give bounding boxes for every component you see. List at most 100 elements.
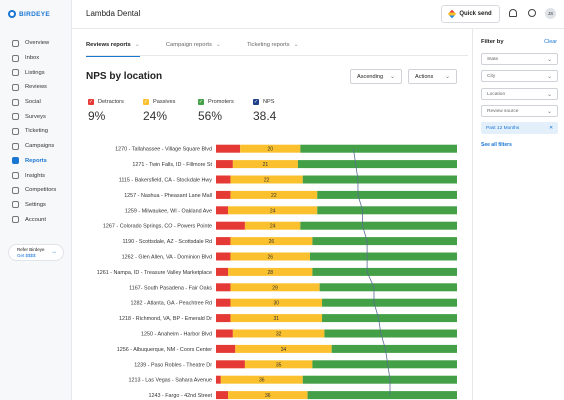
sort-dropdown[interactable]: Ascending ⌄ <box>350 69 402 84</box>
bar-promoters[interactable] <box>302 175 457 184</box>
bar-detractors[interactable] <box>216 298 231 307</box>
bar-detractors[interactable] <box>216 391 229 400</box>
checkbox-icon[interactable]: ✓ <box>88 99 94 105</box>
avatar[interactable]: JS <box>545 8 556 19</box>
bar-detractors[interactable] <box>216 160 233 169</box>
bar-detractors[interactable] <box>216 252 231 261</box>
actions-dropdown[interactable]: Actions ⌄ <box>408 69 457 84</box>
bar-detractors[interactable] <box>216 206 229 215</box>
bar-promoters[interactable] <box>324 329 457 338</box>
category-label: 1190 - Scottsdale, AZ - Scottsdale Rd <box>123 239 213 245</box>
sidebar-item-inbox[interactable]: Inbox <box>0 51 72 66</box>
sidebar-item-social[interactable]: Social <box>0 95 72 110</box>
birdeye-logo[interactable]: BIRDEYE <box>8 10 50 18</box>
bar-promoters[interactable] <box>300 221 457 230</box>
date-filter-chip[interactable]: Past 12 Months ✕ <box>481 122 558 134</box>
close-icon[interactable]: ✕ <box>548 125 553 131</box>
bar-passives[interactable] <box>228 391 308 400</box>
nps-value-label: 34 <box>281 347 287 353</box>
category-label: 1259 - Milwaukee, WI - Oakland Ave <box>125 208 212 214</box>
bar-passives[interactable] <box>230 190 318 199</box>
state-select[interactable]: State ⌄ <box>481 53 558 65</box>
bar-passives[interactable] <box>228 267 313 276</box>
bar-promoters[interactable] <box>307 391 457 400</box>
bar-promoters[interactable] <box>317 206 457 215</box>
quick-send-button[interactable]: Quick send <box>441 5 500 23</box>
bar-promoters[interactable] <box>331 344 457 353</box>
refer-birdeye-card[interactable]: Refer Birdeye Get $$$$ → <box>8 244 64 261</box>
bar-detractors[interactable] <box>216 375 221 384</box>
sidebar-item-label: Surveys <box>25 113 46 120</box>
bar-passives[interactable] <box>220 375 303 384</box>
sidebar-item-overview[interactable]: Overview <box>0 36 72 51</box>
bar-detractors[interactable] <box>216 144 241 153</box>
location-select[interactable]: Location ⌄ <box>481 88 558 100</box>
bar-passives[interactable] <box>230 283 320 292</box>
bar-detractors[interactable] <box>216 221 245 230</box>
review-source-select[interactable]: Review source ⌄ <box>481 105 558 117</box>
sidebar-item-campaigns[interactable]: Campaigns <box>0 139 72 154</box>
category-label: 1271 - Twin Falls, ID - Fillmore St <box>132 162 212 168</box>
tab-reviews-reports[interactable]: Reviews reports ⌄ <box>86 37 140 57</box>
bar-detractors[interactable] <box>216 190 231 199</box>
bar-detractors[interactable] <box>216 360 245 369</box>
checkbox-icon[interactable]: ✓ <box>198 99 204 105</box>
sidebar-item-surveys[interactable]: Surveys <box>0 109 72 124</box>
sidebar-item-insights[interactable]: Insights <box>0 168 72 183</box>
kpi-legend[interactable]: ✓ Promoters <box>198 99 253 105</box>
bar-passives[interactable] <box>230 314 323 323</box>
bar-promoters[interactable] <box>322 298 457 307</box>
bar-passives[interactable] <box>232 329 325 338</box>
bar-detractors[interactable] <box>216 237 231 246</box>
sidebar-item-settings[interactable]: Settings <box>0 198 72 213</box>
bar-detractors[interactable] <box>216 267 229 276</box>
sidebar-item-reports[interactable]: Reports <box>0 154 72 169</box>
see-all-filters-link[interactable]: See all filters <box>481 142 512 148</box>
sidebar-item-listings[interactable]: Listings <box>0 65 72 80</box>
bar-passives[interactable] <box>230 237 313 246</box>
clear-filters-link[interactable]: Clear <box>544 39 557 45</box>
tab-ticketing-reports[interactable]: Ticketing reports ⌄ <box>246 42 299 48</box>
bar-detractors[interactable] <box>216 314 231 323</box>
bar-detractors[interactable] <box>216 175 231 184</box>
bar-passives[interactable] <box>235 344 332 353</box>
bar-passives[interactable] <box>232 160 298 169</box>
bar-promoters[interactable] <box>302 375 457 384</box>
bar-promoters[interactable] <box>297 160 457 169</box>
bar-detractors[interactable] <box>216 329 233 338</box>
checkbox-icon[interactable]: ✓ <box>253 99 259 105</box>
bar-passives[interactable] <box>240 144 301 153</box>
sidebar-item-competitors[interactable]: Competitors <box>0 183 72 198</box>
sidebar-item-account[interactable]: Account <box>0 212 72 227</box>
bar-passives[interactable] <box>244 360 313 369</box>
bar-passives[interactable] <box>230 252 310 261</box>
bar-promoters[interactable] <box>300 144 457 153</box>
bar-passives[interactable] <box>228 206 318 215</box>
bar-promoters[interactable] <box>317 190 457 199</box>
kpi-legend[interactable]: ✓ Passives <box>143 99 198 105</box>
bar-detractors[interactable] <box>216 283 231 292</box>
refer-subtitle: Get $$$$ <box>17 252 36 258</box>
bell-icon[interactable] <box>509 9 517 17</box>
checkbox-icon[interactable]: ✓ <box>143 99 149 105</box>
kpi-legend[interactable]: ✓ Detractors <box>88 99 143 105</box>
city-select[interactable]: City ⌄ <box>481 70 558 82</box>
bar-passives[interactable] <box>230 175 303 184</box>
bar-passives[interactable] <box>230 298 323 307</box>
bar-promoters[interactable] <box>312 237 457 246</box>
bar-promoters[interactable] <box>319 283 457 292</box>
category-label: 1270 - Tallahassee - Village Square Blvd <box>115 147 212 153</box>
bar-promoters[interactable] <box>312 360 457 369</box>
bar-promoters[interactable] <box>322 314 457 323</box>
bar-passives[interactable] <box>244 221 301 230</box>
sidebar-item-reviews[interactable]: Reviews <box>0 80 72 95</box>
kpi-legend[interactable]: ✓ NPS <box>253 99 308 105</box>
help-icon[interactable] <box>528 9 536 17</box>
tab-campaign-reports[interactable]: Campaign reports ⌄ <box>165 42 221 48</box>
bar-detractors[interactable] <box>216 344 236 353</box>
kpi-value: 38.4 <box>253 109 277 123</box>
nps-value-label: 21 <box>263 162 269 168</box>
bar-promoters[interactable] <box>309 252 457 261</box>
bar-promoters[interactable] <box>312 267 457 276</box>
sidebar-item-ticketing[interactable]: Ticketing <box>0 124 72 139</box>
